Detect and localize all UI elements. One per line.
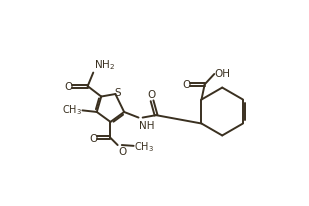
Text: O: O [89,133,98,143]
Text: O: O [182,80,191,90]
Text: CH$_3$: CH$_3$ [134,139,154,153]
Text: O: O [147,89,155,99]
Text: CH$_3$: CH$_3$ [61,103,82,117]
Text: O: O [118,146,126,156]
Text: OH: OH [215,69,231,79]
Text: S: S [114,88,121,98]
Text: NH: NH [139,120,154,130]
Text: NH$_2$: NH$_2$ [94,57,115,71]
Text: O: O [64,82,73,92]
